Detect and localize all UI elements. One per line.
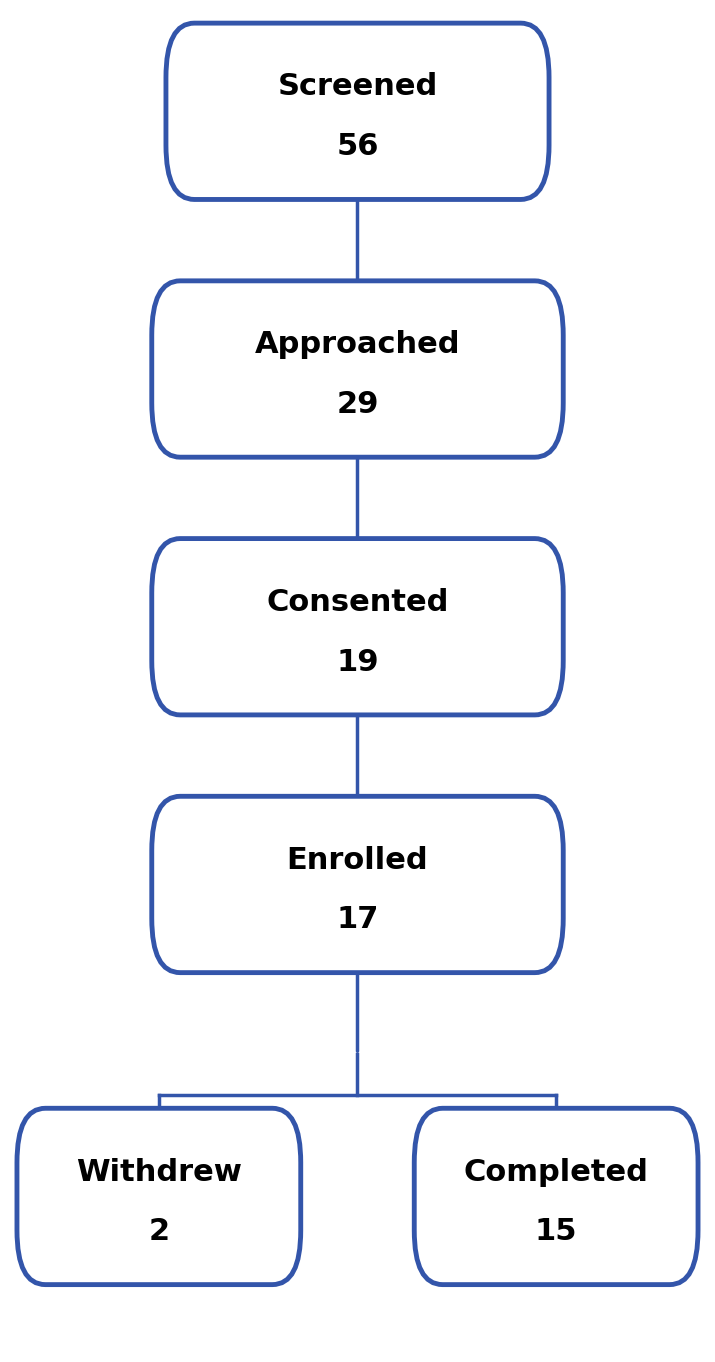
Text: 2: 2 [148,1218,169,1246]
FancyBboxPatch shape [152,538,563,715]
Text: 17: 17 [336,906,379,934]
Text: 56: 56 [336,132,379,161]
FancyBboxPatch shape [152,281,563,458]
Text: Approached: Approached [255,330,460,360]
Text: Consented: Consented [266,588,449,617]
FancyBboxPatch shape [152,797,563,972]
Text: Enrolled: Enrolled [287,846,428,874]
Text: 19: 19 [336,647,379,677]
FancyBboxPatch shape [17,1109,301,1284]
Text: 29: 29 [336,390,379,418]
FancyBboxPatch shape [166,23,549,199]
Text: Screened: Screened [277,72,438,101]
Text: Completed: Completed [464,1158,649,1186]
Text: 15: 15 [535,1218,578,1246]
FancyBboxPatch shape [414,1109,698,1284]
Text: Withdrew: Withdrew [76,1158,242,1186]
